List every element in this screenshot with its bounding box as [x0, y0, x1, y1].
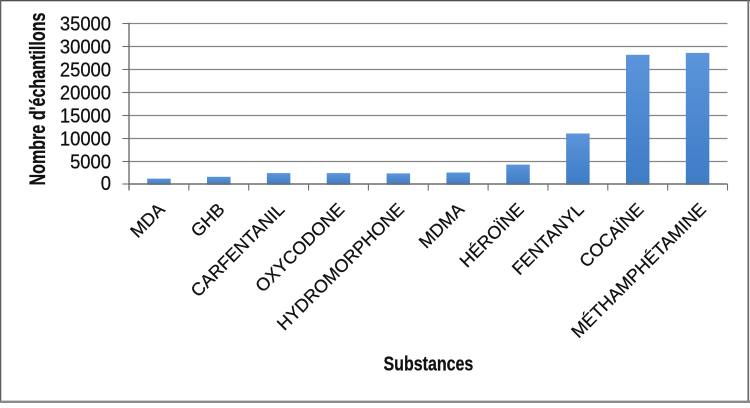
svg-text:10000: 10000	[60, 129, 111, 151]
svg-text:25000: 25000	[60, 60, 111, 82]
svg-text:Nombre d'échantillons: Nombre d'échantillons	[27, 13, 51, 186]
svg-text:0: 0	[101, 173, 111, 195]
svg-text:30000: 30000	[60, 37, 111, 59]
svg-text:15000: 15000	[60, 106, 111, 128]
svg-text:Substances: Substances	[383, 353, 473, 375]
svg-text:35000: 35000	[60, 14, 111, 36]
svg-text:5000: 5000	[70, 152, 111, 174]
svg-text:20000: 20000	[60, 83, 111, 105]
